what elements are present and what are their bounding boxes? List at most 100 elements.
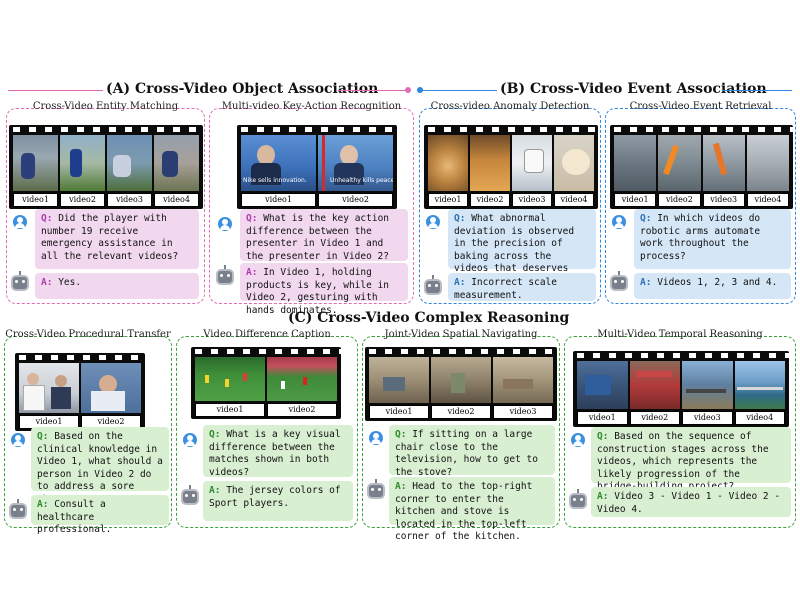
robot-icon: [11, 271, 29, 291]
film-sprockets-top: [610, 125, 793, 134]
video-label: video3: [512, 193, 552, 207]
video-frame-3: [702, 135, 745, 191]
a-tag: A:: [640, 277, 652, 288]
video-label: video1: [577, 411, 628, 425]
panel-title: Cross-Video Event Retrieval: [629, 101, 772, 112]
question-bubble: Q: What is the key action difference bet…: [240, 209, 408, 262]
video-label: video2: [431, 405, 491, 419]
section-a-title-text: (A) Cross-Video Object Association: [106, 81, 379, 97]
panel-title: Cross-Video Procedural Transfer: [5, 329, 171, 340]
video-label: video3: [493, 405, 553, 419]
video-frame-3: [493, 357, 553, 403]
section-a-title: (A) Cross-Video Object Association: [106, 81, 378, 97]
section-b-line-left: [422, 90, 497, 91]
question-text: What is the key action difference betwee…: [246, 213, 390, 262]
answer-bubble: A: Yes.: [35, 273, 199, 299]
robot-icon: [569, 489, 587, 509]
film-sprockets-top: [365, 347, 557, 356]
panel-title: Cross-video Anomaly Detection: [430, 101, 590, 112]
video-label: video3: [682, 411, 733, 425]
answer-bubble: A: Head to the top-right corner to enter…: [389, 477, 555, 542]
section-b-dot: [417, 87, 423, 93]
question-text: Did the player with number 19 receive em…: [41, 213, 179, 262]
video-labels: video1 video2 video3 video4: [428, 193, 594, 207]
answer-text: Incorrect scale measurement.: [454, 277, 557, 301]
film-frames: [614, 135, 789, 191]
a-tag: A:: [41, 277, 53, 288]
section-a-line-left: [8, 90, 103, 91]
video-label: video1: [428, 193, 468, 207]
question-text: Based on the clinical knowledge in Video…: [37, 431, 163, 505]
section-b-title-text: (B) Cross-Video Event Association: [500, 81, 767, 97]
user-icon: [369, 431, 383, 445]
q-tag: Q:: [209, 429, 221, 440]
question-bubble: Q: If sitting on a large chair close to …: [389, 425, 555, 478]
film-strip: video1 video2 video3 video4: [573, 351, 789, 427]
video-label: video1: [195, 403, 265, 417]
question-bubble: Q: Based on the clinical knowledge in Vi…: [31, 427, 169, 505]
section-c-title-text: (C) Cross-Video Complex Reasoning: [288, 310, 570, 326]
panel-difference-caption: Video Difference Caption video1 video2 Q…: [176, 329, 358, 528]
question-text: Based on the sequence of construction st…: [597, 431, 769, 492]
section-c-title: (C) Cross-Video Complex Reasoning: [288, 310, 569, 326]
video-frame-2: [431, 357, 491, 403]
video-frame-4: [746, 135, 789, 191]
question-text: What is a key visual difference between …: [209, 429, 341, 478]
a-tag: A:: [454, 277, 466, 288]
a-tag: A:: [246, 267, 258, 278]
user-icon: [612, 215, 626, 229]
robot-icon: [367, 479, 385, 499]
frame-caption: Unhealthy kills peace: [330, 177, 393, 184]
video-label: video2: [318, 193, 393, 207]
video-label: video2: [60, 193, 105, 207]
answer-text: Yes.: [58, 277, 82, 288]
video-frame-4: [154, 135, 199, 191]
robot-icon: [9, 499, 27, 519]
question-bubble: Q: What abnormal deviation is observed i…: [448, 209, 596, 287]
section-a-dot: [405, 87, 411, 93]
video-frame-1: [369, 357, 429, 403]
question-bubble: Q: In which videos do robotic arms autom…: [634, 209, 791, 269]
question-text: If sitting on a large chair close to the…: [395, 429, 538, 478]
video-label: video4: [154, 193, 199, 207]
question-bubble: Q: Did the player with number 19 receive…: [35, 209, 199, 269]
video-frame-1: [19, 363, 79, 413]
film-strip: video1 video2 video3 video4: [9, 125, 203, 209]
video-frame-1: [614, 135, 657, 191]
film-strip: video1 video2 video3 video4: [424, 125, 598, 209]
film-strip: video1 video2 video3 video4: [610, 125, 793, 209]
video-frame-2: [629, 361, 680, 409]
video-frame-1: [428, 135, 468, 191]
panel-procedural-transfer: Cross-Video Procedural Transfer video1 v…: [4, 329, 172, 535]
user-icon: [11, 433, 25, 447]
q-tag: Q:: [597, 431, 609, 442]
video-labels: video1 video2 video3 video4: [577, 411, 785, 425]
video-frame-1: Nike sells innovation.: [241, 135, 316, 191]
film-strip: video1 video2: [15, 353, 145, 431]
film-frames: Nike sells innovation. Unhealthy kills p…: [241, 135, 393, 191]
panel-entity-matching: Cross-Video Entity Matching video1 video…: [6, 101, 205, 304]
video-frame-4: [554, 135, 594, 191]
video-label: video1: [241, 193, 316, 207]
user-icon: [13, 215, 27, 229]
film-frames: [19, 363, 141, 413]
video-label: video1: [13, 193, 58, 207]
film-frames: [195, 357, 337, 401]
user-icon: [183, 433, 197, 447]
film-strip: video1 video2 video3: [365, 347, 557, 421]
panel-anomaly-detection: Cross-video Anomaly Detection video1 vid…: [419, 101, 601, 304]
film-sprockets-top: [573, 351, 789, 360]
film-sprockets-top: [15, 353, 145, 362]
user-icon: [218, 217, 232, 231]
answer-bubble: A: Video 3 - Video 1 - Video 2 - Video 4…: [591, 487, 791, 517]
panel-title: Multi-video Key-Action Recognition: [221, 101, 402, 112]
a-tag: A:: [395, 481, 407, 492]
film-frames: [13, 135, 199, 191]
user-icon: [571, 433, 585, 447]
answer-text: Consult a healthcare professional.: [37, 499, 112, 535]
answer-text: Video 3 - Video 1 - Video 2 - Video 4.: [597, 491, 781, 515]
film-frames: [369, 357, 553, 403]
video-label: video3: [702, 193, 745, 207]
robot-icon: [424, 275, 442, 295]
video-label: video2: [629, 411, 680, 425]
